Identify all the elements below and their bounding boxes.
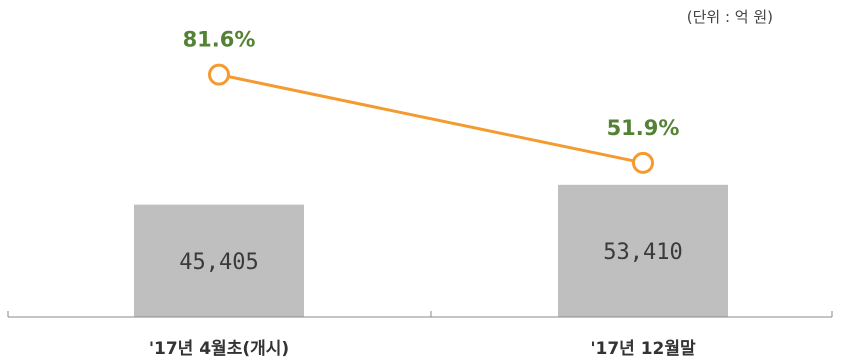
unit-label: (단위 : 억 원)	[687, 8, 773, 26]
x-tick-label-1: '17년 12월말	[590, 338, 696, 359]
bar-0	[134, 204, 304, 317]
line-value-label-1: 51.9%	[607, 116, 680, 140]
line-point-1	[632, 151, 654, 174]
x-tick-label-0: '17년 4월초(개시)	[149, 339, 289, 359]
bar-value-label-1: 53,410	[603, 240, 682, 265]
line-segment	[218, 73, 644, 165]
line-value-label-0: 81.6%	[183, 28, 256, 52]
bar-value-label-0: 45,405	[179, 250, 258, 275]
bar-1	[558, 184, 728, 317]
line-point-0	[208, 63, 230, 86]
